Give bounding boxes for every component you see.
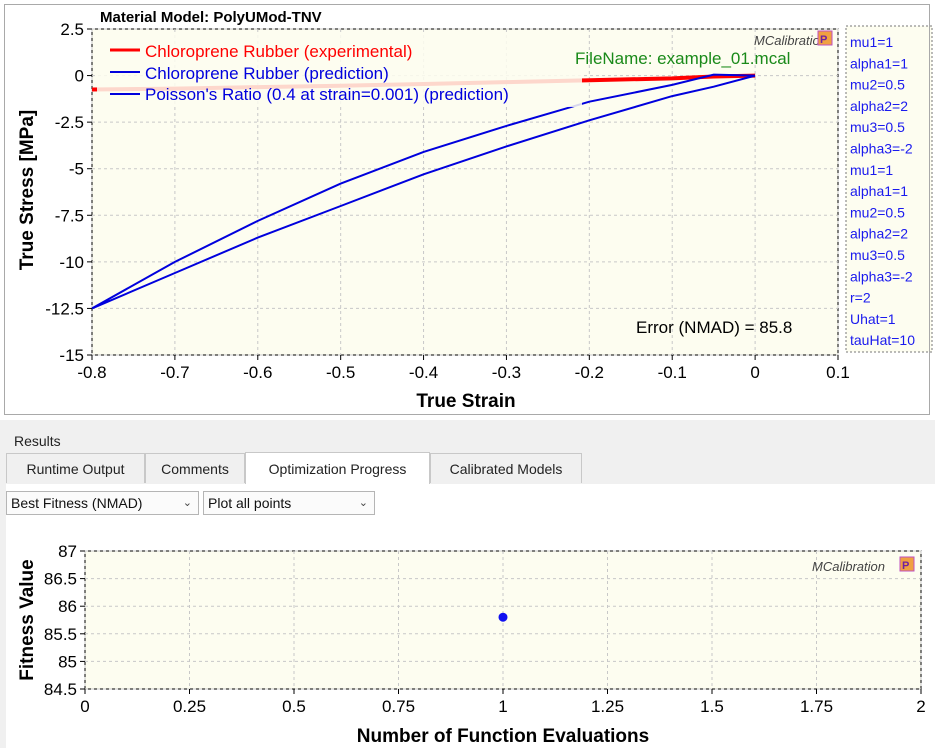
points-select-value: Plot all points [208, 495, 292, 511]
chart-title: Material Model: PolyUMod-TNV [100, 9, 322, 26]
tab-comments[interactable]: Comments [145, 453, 245, 483]
parameter-entry: alpha1=1 [850, 55, 908, 71]
mcalibration-logo-letter: P [820, 34, 827, 46]
legend-entry-prediction: Chloroprene Rubber (prediction) [145, 64, 389, 83]
metric-select[interactable]: Best Fitness (NMAD) ⌄ [6, 491, 199, 515]
tab-optimization-progress[interactable]: Optimization Progress [245, 452, 430, 484]
x-tick-label: -0.3 [492, 363, 521, 382]
tab-calibrated-models[interactable]: Calibrated Models [430, 453, 582, 483]
y-tick-label: -10 [59, 253, 84, 272]
x-tick-label: 0 [750, 363, 759, 382]
y-tick-label: -7.5 [55, 206, 84, 225]
y-tick-label: 2.5 [60, 20, 84, 39]
chevron-down-icon: ⌄ [358, 497, 368, 509]
optimization-progress-content: Best Fitness (NMAD) ⌄ Plot all points ⌄ [6, 484, 935, 748]
stress-strain-chart: Material Model: PolyUMod-TNV -0.8 -0.7 -0.… [17, 9, 933, 412]
chevron-down-icon: ⌄ [182, 497, 192, 509]
x-tick-label: -0.7 [160, 363, 189, 382]
x-axis-label: True Strain [416, 391, 515, 412]
y-tick-label: -2.5 [55, 113, 84, 132]
legend: Chloroprene Rubber (experimental) Chloro… [97, 35, 582, 107]
parameter-entry: mu2=0.5 [850, 77, 905, 93]
parameter-entry: mu3=0.5 [850, 119, 905, 135]
x-tick-label: -0.8 [77, 363, 106, 382]
x-tick-label: 0.1 [826, 363, 850, 382]
y-tick-label: -12.5 [45, 299, 84, 318]
x-tick-label: -0.6 [243, 363, 272, 382]
parameter-entry: alpha3=-2 [850, 268, 913, 284]
legend-entry-experimental: Chloroprene Rubber (experimental) [145, 42, 412, 61]
parameter-entry: Uhat=1 [850, 311, 896, 327]
parameter-entry: mu1=1 [850, 34, 893, 50]
x-tick-label: -0.4 [409, 363, 438, 382]
parameter-entry: mu1=1 [850, 162, 893, 178]
points-select[interactable]: Plot all points ⌄ [203, 491, 375, 515]
results-label: Results [14, 433, 61, 449]
y-tick-label: -5 [69, 160, 84, 179]
y-tick-label: -15 [59, 346, 84, 365]
x-tick-label: -0.2 [575, 363, 604, 382]
metric-select-value: Best Fitness (NMAD) [11, 495, 143, 511]
series-line-prediction [91, 73, 756, 310]
parameter-entry: mu3=0.5 [850, 247, 905, 263]
mcalibration-logo-icon [817, 30, 833, 46]
file-name-label: FileName: example_01.mcal [575, 49, 790, 68]
parameter-box [845, 25, 933, 353]
tab-runtime-output[interactable]: Runtime Output [6, 453, 145, 483]
parameter-entry: alpha2=2 [850, 98, 908, 114]
x-tick-label: -0.1 [658, 363, 687, 382]
parameter-entry: alpha2=2 [850, 226, 908, 242]
parameter-entry: alpha1=1 [850, 183, 908, 199]
y-axis-label: True Stress [MPa] [17, 110, 38, 271]
parameter-entry: alpha3=-2 [850, 141, 913, 157]
parameter-entry: mu2=0.5 [850, 204, 905, 220]
parameter-entry: r=2 [850, 290, 871, 306]
parameter-entry: tauHat=10 [850, 332, 915, 348]
stress-strain-panel: Material Model: PolyUMod-TNV -0.8 -0.7 -0.… [0, 0, 935, 420]
results-tabbar: Runtime Output Comments Optimization Pro… [6, 452, 930, 485]
legend-entry-poisson: Poisson's Ratio (0.4 at strain=0.001) (p… [145, 85, 509, 104]
y-tick-label: 0 [75, 67, 84, 86]
x-tick-label: -0.5 [326, 363, 355, 382]
mcalibration-logo-text: MCalibration [754, 33, 827, 48]
error-label: Error (NMAD) = 85.8 [636, 318, 792, 337]
